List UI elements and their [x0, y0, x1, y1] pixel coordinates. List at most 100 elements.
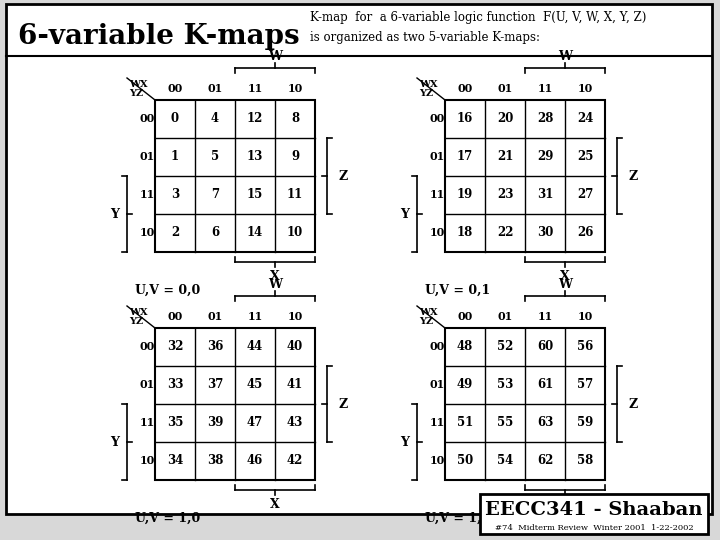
Text: 10: 10	[140, 227, 155, 239]
Text: 19: 19	[457, 188, 473, 201]
Text: 10: 10	[429, 227, 445, 239]
Text: 6: 6	[211, 226, 219, 240]
Text: 11: 11	[248, 84, 263, 94]
Text: Z: Z	[629, 397, 638, 410]
Text: W: W	[268, 50, 282, 63]
Text: 7: 7	[211, 188, 219, 201]
Text: 00: 00	[140, 113, 155, 125]
Text: 56: 56	[577, 341, 593, 354]
Text: 10: 10	[287, 84, 302, 94]
Text: 30: 30	[537, 226, 553, 240]
Text: 00: 00	[167, 312, 183, 322]
Text: 27: 27	[577, 188, 593, 201]
Text: 55: 55	[497, 416, 513, 429]
Text: 35: 35	[167, 416, 183, 429]
Text: 14: 14	[247, 226, 263, 240]
Text: EECC341 - Shaaban: EECC341 - Shaaban	[485, 501, 703, 519]
Text: WX: WX	[129, 308, 148, 317]
Text: YZ: YZ	[129, 317, 143, 326]
Text: 54: 54	[497, 455, 513, 468]
Text: X: X	[560, 269, 570, 282]
Text: 10: 10	[429, 456, 445, 467]
Text: WX: WX	[419, 80, 438, 89]
Text: 48: 48	[457, 341, 473, 354]
Text: Z: Z	[338, 397, 348, 410]
Text: 57: 57	[577, 379, 593, 392]
Text: W: W	[268, 278, 282, 291]
Text: 58: 58	[577, 455, 593, 468]
Text: 00: 00	[167, 84, 183, 94]
Text: 33: 33	[167, 379, 184, 392]
Text: 47: 47	[247, 416, 263, 429]
Text: Z: Z	[338, 170, 348, 183]
Text: 11: 11	[248, 312, 263, 322]
Text: 4: 4	[211, 112, 219, 125]
Text: 34: 34	[167, 455, 183, 468]
Text: 49: 49	[457, 379, 473, 392]
Text: 43: 43	[287, 416, 303, 429]
Text: 26: 26	[577, 226, 593, 240]
Text: 23: 23	[497, 188, 513, 201]
Text: 01: 01	[207, 84, 222, 94]
Text: 62: 62	[537, 455, 553, 468]
Text: X: X	[560, 497, 570, 510]
Text: 24: 24	[577, 112, 593, 125]
Text: 39: 39	[207, 416, 223, 429]
Text: 15: 15	[247, 188, 263, 201]
Text: WX: WX	[129, 80, 148, 89]
Text: 51: 51	[457, 416, 473, 429]
Text: WX: WX	[419, 308, 438, 317]
Text: X: X	[270, 497, 280, 510]
Text: YZ: YZ	[129, 89, 143, 98]
Text: 20: 20	[497, 112, 513, 125]
Text: 00: 00	[429, 113, 445, 125]
Text: 44: 44	[247, 341, 263, 354]
Text: 12: 12	[247, 112, 264, 125]
Text: 11: 11	[287, 188, 303, 201]
Text: 42: 42	[287, 455, 303, 468]
Text: U,V = 1,0: U,V = 1,0	[135, 511, 200, 524]
Text: 32: 32	[167, 341, 184, 354]
Text: 00: 00	[140, 341, 155, 353]
Text: 59: 59	[577, 416, 593, 429]
Text: U,V = 0,1: U,V = 0,1	[425, 284, 490, 296]
Text: 6-variable K-maps: 6-variable K-maps	[18, 23, 300, 50]
FancyBboxPatch shape	[6, 4, 712, 514]
Text: 5: 5	[211, 151, 219, 164]
Text: 11: 11	[537, 84, 553, 94]
Text: 01: 01	[429, 152, 445, 163]
Text: K-map  for  a 6-variable logic function  F(U, V, W, X, Y, Z): K-map for a 6-variable logic function F(…	[310, 11, 647, 24]
Text: 11: 11	[140, 190, 155, 200]
Text: 29: 29	[537, 151, 553, 164]
Text: 00: 00	[429, 341, 445, 353]
Text: 45: 45	[247, 379, 263, 392]
Text: 18: 18	[457, 226, 473, 240]
Text: 2: 2	[171, 226, 179, 240]
Text: 17: 17	[457, 151, 473, 164]
Text: 25: 25	[577, 151, 593, 164]
Text: W: W	[558, 50, 572, 63]
Text: 01: 01	[498, 312, 513, 322]
FancyBboxPatch shape	[480, 494, 708, 534]
Text: U,V = 0,0: U,V = 0,0	[135, 284, 200, 296]
Text: 63: 63	[537, 416, 553, 429]
Text: X: X	[270, 269, 280, 282]
Text: 53: 53	[497, 379, 513, 392]
Text: is organized as two 5-variable K-maps:: is organized as two 5-variable K-maps:	[310, 31, 540, 44]
Text: 00: 00	[457, 312, 472, 322]
Text: 41: 41	[287, 379, 303, 392]
Bar	[445, 100, 605, 252]
Text: 10: 10	[287, 312, 302, 322]
Text: Y: Y	[400, 435, 410, 449]
Text: YZ: YZ	[419, 317, 433, 326]
Text: 10: 10	[140, 456, 155, 467]
Text: 01: 01	[140, 152, 155, 163]
Text: U,V = 1,1: U,V = 1,1	[425, 511, 490, 524]
Text: 11: 11	[429, 417, 445, 429]
Text: 01: 01	[429, 380, 445, 390]
Text: 38: 38	[207, 455, 223, 468]
Text: 01: 01	[498, 84, 513, 94]
Text: Y: Y	[110, 435, 120, 449]
Text: 28: 28	[537, 112, 553, 125]
Text: W: W	[558, 278, 572, 291]
